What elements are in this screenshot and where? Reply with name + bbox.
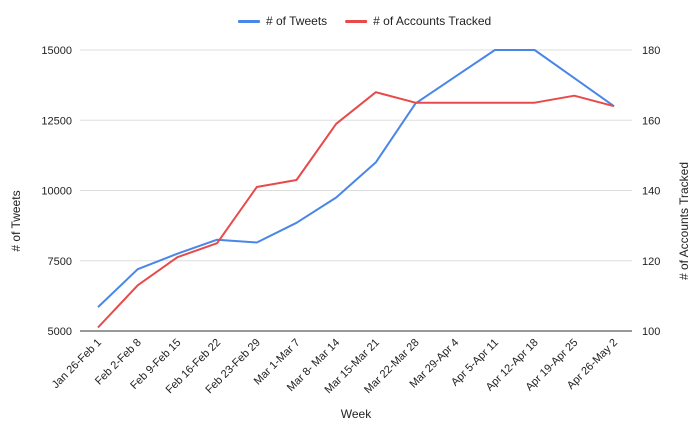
left-tick-label: 12500 — [41, 115, 72, 127]
right-tick-label: 160 — [642, 115, 660, 127]
left-tick-label: 15000 — [41, 45, 72, 57]
legend-swatch — [238, 20, 260, 23]
legend-label: # of Tweets — [266, 14, 327, 28]
legend-label: # of Accounts Tracked — [373, 14, 491, 28]
left-axis-ticks: 5000 7500 10000 12500 15000 — [41, 45, 72, 338]
legend: # of Tweets # of Accounts Tracked — [238, 14, 491, 28]
series-lines — [98, 50, 614, 328]
left-tick-label: 7500 — [48, 256, 72, 268]
right-tick-label: 180 — [642, 45, 660, 57]
right-axis-ticks: 100 120 140 160 180 — [642, 45, 660, 338]
gridlines — [80, 50, 632, 331]
right-axis-title: # of Accounts Tracked — [677, 162, 691, 280]
series-line — [98, 92, 614, 327]
legend-swatch — [345, 20, 367, 23]
left-tick-label: 10000 — [41, 186, 72, 198]
series-line — [98, 50, 614, 307]
x-axis-title: Week — [341, 407, 372, 421]
left-axis-title: # of Tweets — [9, 190, 23, 251]
right-tick-label: 100 — [642, 326, 660, 338]
right-tick-label: 120 — [642, 256, 660, 268]
left-tick-label: 5000 — [48, 326, 72, 338]
right-tick-label: 140 — [642, 186, 660, 198]
